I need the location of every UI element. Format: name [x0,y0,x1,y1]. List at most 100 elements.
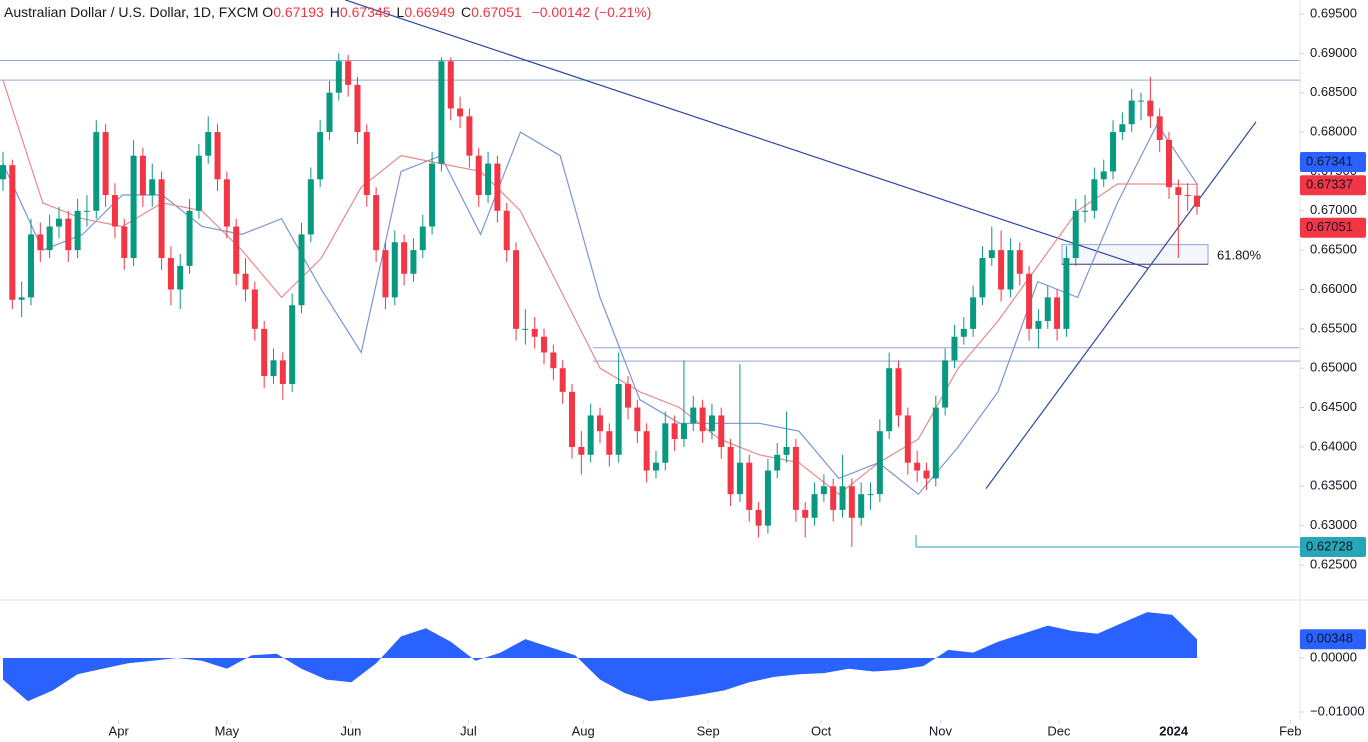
y-tick-label: 0.69000 [1310,45,1357,60]
candle-body [727,446,734,495]
candle-body [1138,100,1145,102]
y-tick-label: 0.66500 [1310,242,1357,257]
candle-body [177,265,184,290]
candle-body [904,415,911,463]
trend-line [985,121,1257,490]
y-tick-label: 0.69500 [1310,5,1357,20]
candle-body [1194,195,1200,207]
candle-body [615,383,622,455]
candle-body [736,462,743,495]
candle-body [513,250,520,329]
candle-body [233,226,240,274]
candle-body [475,155,482,196]
ohlc-key: O [262,4,274,20]
candle-body [270,360,277,377]
candle-body [214,132,221,180]
ohlc-key: L [396,4,405,20]
candle-body [839,486,846,510]
candle-body [261,328,268,377]
candle-body [93,132,100,211]
candle-body [503,210,510,251]
price-tag [1300,175,1366,196]
candle-body [46,226,53,251]
candle-body [429,163,436,227]
candle-body [27,234,34,298]
candle-body [354,84,361,133]
candle-body [764,470,771,526]
price-pane: 61.80% [0,0,1300,548]
candle-body [578,446,585,455]
candle-body [802,509,809,518]
candle-body [102,132,109,196]
y-tick-label: 0.63000 [1310,517,1357,532]
ohlc-value: 0.66949 [404,4,455,20]
candle-body [914,462,921,471]
candle-body [1016,250,1023,274]
candle-body [858,494,865,518]
candle-body [298,234,305,306]
osc-tag-label: 0.00348 [1306,631,1353,646]
candle-body [447,61,454,109]
candle-body [1156,116,1163,140]
candle-body [410,250,417,274]
x-tick-label: Dec [1047,723,1071,738]
candle-body [279,360,286,384]
candle-body [37,234,44,251]
candle-body [680,423,687,440]
price-tag [1300,537,1366,558]
candle-body [130,155,137,259]
x-tick-label: Jun [340,723,361,738]
candle-body [1082,210,1089,212]
y-tick-label: 0.64000 [1310,438,1357,453]
price-tag [1300,151,1366,172]
candle-body [1175,187,1182,196]
candle-body [792,446,799,510]
candle-body [867,494,874,496]
candle-body [223,179,230,227]
candle-body [671,423,678,440]
candle-body [1063,258,1070,329]
candle-body [1147,100,1154,117]
candle-body [457,108,464,117]
candle-body [466,116,473,156]
candle-body [139,155,146,196]
candle-body [186,210,193,266]
candle-body [289,305,296,384]
candle-body [886,368,893,432]
candle-body [1128,100,1135,125]
ohlc: O0.67193 H0.67345 L0.66949 C0.67051 [262,4,527,20]
candle-body [0,165,6,180]
x-tick-label: May [215,723,240,738]
candle-body [951,336,958,361]
x-tick-label: Jul [460,723,477,738]
osc-tick-label: −0.01000 [1310,703,1365,718]
x-tick-label: Aug [572,723,595,738]
osc-tag [1300,629,1366,650]
candle-body [1026,273,1033,329]
candle-body [1072,210,1079,259]
candle-body [438,61,445,164]
candle-body [167,258,174,290]
y-tick-label: 0.62500 [1310,556,1357,571]
candle-body [205,132,212,156]
candle-body [830,486,837,510]
candle-body [363,132,370,196]
candle-body [652,462,659,471]
candle-body [65,218,72,251]
candle-body [382,250,389,298]
candle-body [597,415,603,432]
candle-body [326,92,333,133]
moving-average [2,79,1198,495]
candle-body [876,431,883,495]
candle-body [699,407,706,432]
candle-body [662,423,669,463]
change: −0.00142 (−0.21%) [531,4,652,20]
candle-body [1110,132,1117,172]
candle-body [83,210,90,212]
candle-body [391,242,398,298]
candle-body [541,336,548,353]
ohlc-value: 0.67345 [339,4,391,20]
y-tick-label: 0.67000 [1310,202,1357,217]
y-tick-label: 0.65500 [1310,320,1357,335]
candle-body [634,407,641,432]
